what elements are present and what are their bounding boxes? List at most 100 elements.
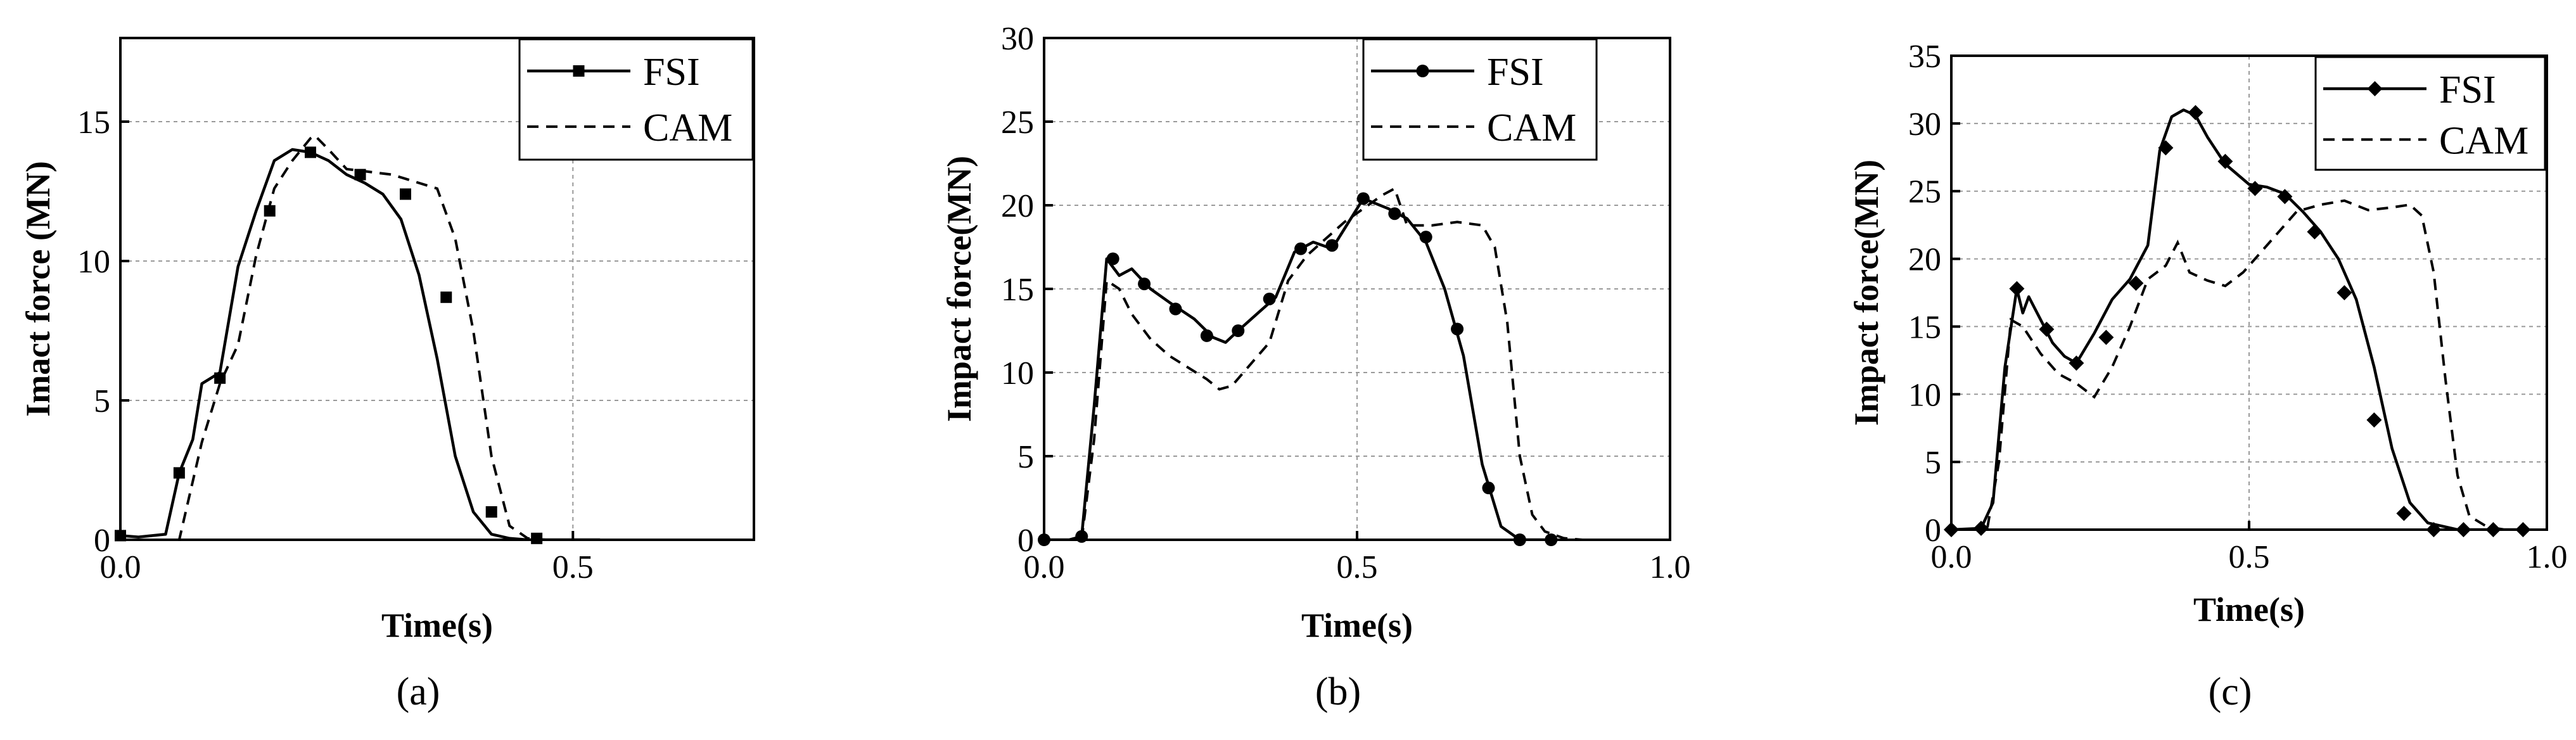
- x-tick-label: 0.0: [1931, 539, 1972, 575]
- data-point-fsi: [1294, 242, 1308, 255]
- y-tick-label: 10: [77, 244, 110, 280]
- data-point-fsi: [1973, 520, 1989, 536]
- plot-frame: [119, 37, 755, 541]
- data-point-fsi: [440, 291, 452, 303]
- x-tick-label: 1.0: [2527, 539, 2568, 575]
- data-point-fsi: [115, 530, 126, 542]
- legend-label-fsi: FSI: [643, 51, 700, 94]
- y-tick-label: 15: [1001, 272, 1034, 308]
- data-point-fsi: [1325, 239, 1339, 252]
- y-tick-label: 15: [77, 105, 110, 141]
- y-tick-label: 20: [1908, 242, 1941, 278]
- data-point-fsi: [1169, 302, 1182, 316]
- legend-label-fsi: FSI: [1487, 51, 1544, 94]
- data-point-fsi: [2337, 285, 2352, 300]
- y-tick-label: 25: [1908, 174, 1941, 210]
- legend-marker-fsi: [1416, 65, 1429, 77]
- legend-box: [1362, 38, 1598, 161]
- data-point-fsi: [1482, 482, 1495, 495]
- y-tick-label: 35: [1908, 39, 1941, 75]
- data-point-fsi: [2485, 522, 2501, 537]
- data-point-fsi: [485, 506, 497, 518]
- data-point-fsi: [1451, 322, 1464, 336]
- data-point-fsi: [1356, 192, 1370, 205]
- legend-marker-fsi: [2367, 81, 2383, 96]
- data-point-fsi: [1138, 278, 1151, 291]
- data-point-fsi: [264, 205, 276, 217]
- y-tick-label: 10: [1908, 377, 1941, 413]
- series-line-fsi: [1044, 197, 1545, 540]
- data-point-fsi: [2426, 522, 2442, 537]
- y-tick-label: 5: [94, 383, 110, 419]
- chart-panel-3: 0.0 0.5 1.0 0 5 10 15 20 25 30 35 Time(s) Impact for…: [1847, 39, 2568, 713]
- legend-label-cam: CAM: [643, 106, 732, 150]
- data-point-fsi: [2307, 224, 2323, 239]
- x-tick-label: 0.0: [100, 549, 141, 585]
- y-tick-label: 15: [1908, 309, 1941, 345]
- y-tick-label: 30: [1908, 106, 1941, 143]
- chart-panel-2: 0.0 0.5 1.0 0 5 10 15 20 25 30 Time(s) Impact force…: [940, 21, 1691, 713]
- data-point-fsi: [2188, 105, 2203, 120]
- x-tick-label: 0.5: [552, 549, 594, 585]
- data-point-fsi: [1232, 324, 1245, 337]
- data-point-fsi: [531, 532, 543, 544]
- series-line-fsi: [1951, 108, 2517, 530]
- legend-label-fsi: FSI: [2439, 68, 2496, 112]
- x-tick-label: 1.0: [1650, 549, 1691, 585]
- y-axis-title: Impact force(MN): [940, 156, 978, 422]
- y-tick-label: 0: [1925, 513, 1941, 549]
- y-tick-label: 0: [94, 523, 110, 559]
- legend: FSI CAM: [518, 38, 754, 161]
- y-axis-title: Impact force(MN): [1847, 160, 1885, 426]
- legend: FSI CAM: [1362, 38, 1598, 161]
- x-axis-title: Time(s): [1301, 606, 1413, 644]
- series-line-cam: [1044, 186, 1583, 540]
- data-point-fsi: [305, 146, 316, 158]
- data-point-fsi: [2158, 140, 2174, 156]
- data-point-fsi: [1263, 292, 1276, 305]
- x-tick-label: 0.0: [1024, 549, 1065, 585]
- data-point-fsi: [1106, 252, 1119, 265]
- y-tick-label: 20: [1001, 188, 1034, 224]
- series-line-cam: [1951, 199, 2506, 530]
- x-axis-title: Time(s): [381, 606, 493, 644]
- data-point-fsi: [2396, 506, 2412, 521]
- data-point-fsi: [2217, 153, 2233, 169]
- x-axis-title: Time(s): [2193, 590, 2305, 628]
- data-point-fsi: [2098, 329, 2114, 345]
- x-tick-label: 0.5: [1337, 549, 1378, 585]
- y-tick-label: 25: [1001, 105, 1034, 141]
- panel-label: (b): [1315, 670, 1361, 713]
- data-point-fsi: [173, 467, 185, 479]
- legend-label-cam: CAM: [2439, 119, 2528, 162]
- data-point-fsi: [1513, 533, 1526, 546]
- data-point-fsi: [1200, 329, 1213, 342]
- series-line-fsi: [120, 148, 601, 540]
- data-point-fsi: [2515, 522, 2531, 537]
- y-tick-label: 0: [1017, 523, 1034, 559]
- y-axis-title: Imact force (MN): [19, 161, 57, 417]
- data-point-fsi: [2456, 522, 2471, 537]
- y-tick-label: 30: [1001, 21, 1034, 57]
- data-point-fsi: [1419, 231, 1432, 244]
- legend-label-cam: CAM: [1487, 106, 1576, 150]
- data-point-fsi: [2247, 181, 2263, 196]
- panel-label: (a): [397, 670, 440, 713]
- data-point-fsi: [1545, 533, 1558, 546]
- data-point-fsi: [2009, 281, 2025, 297]
- data-point-fsi: [1388, 207, 1401, 220]
- x-tick-label: 0.5: [2229, 539, 2270, 575]
- legend-box: [518, 38, 754, 161]
- y-tick-label: 5: [1925, 445, 1941, 481]
- data-point-fsi: [2277, 189, 2293, 205]
- data-point-fsi: [2039, 321, 2055, 337]
- data-point-fsi: [400, 188, 411, 200]
- legend-box: [2314, 56, 2546, 171]
- y-tick-label: 5: [1017, 439, 1034, 475]
- panel-label: (c): [2209, 670, 2252, 713]
- data-point-fsi: [2069, 355, 2084, 371]
- legend: FSI CAM: [2314, 56, 2546, 171]
- y-tick-label: 10: [1001, 355, 1034, 392]
- series-line-cam: [120, 134, 546, 540]
